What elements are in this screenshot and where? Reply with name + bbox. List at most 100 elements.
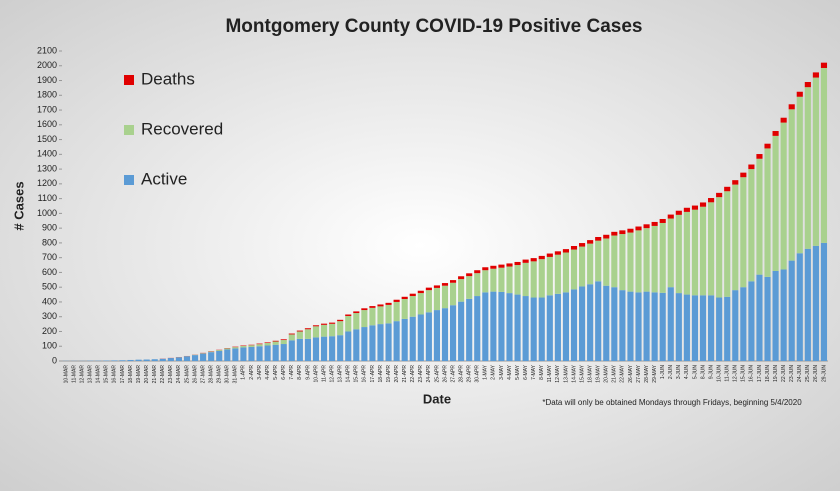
y-tick-label: 2000 xyxy=(37,60,57,70)
bar-segment xyxy=(611,232,617,236)
x-tick-label: 8-JUN xyxy=(700,365,706,380)
bar-segment xyxy=(619,290,625,361)
bar-segment xyxy=(531,258,537,261)
bar-segment xyxy=(571,246,577,250)
y-tick-label: 1100 xyxy=(38,193,57,203)
bar-segment xyxy=(700,202,706,206)
bar-segment xyxy=(361,327,367,361)
bar-segment xyxy=(821,63,827,68)
bar-segment xyxy=(684,208,690,212)
bar-segment xyxy=(805,87,811,249)
bar-segment xyxy=(273,341,279,342)
bar-segment xyxy=(410,296,416,317)
bar-segment xyxy=(208,352,214,353)
bar-segment xyxy=(813,246,819,361)
bar-segment xyxy=(563,249,569,252)
bar-segment xyxy=(595,237,601,241)
bar-segment xyxy=(805,249,811,361)
bar-segment xyxy=(119,360,125,361)
bar-segment xyxy=(716,298,722,361)
bar-segment xyxy=(168,358,174,361)
y-tick-label: 400 xyxy=(42,296,57,306)
x-tick-label: 29-MAR xyxy=(217,365,223,384)
x-tick-label: 3-APR xyxy=(257,365,263,380)
bar-segment xyxy=(281,344,287,361)
x-tick-label: 17-APR xyxy=(370,365,376,383)
bar-segment xyxy=(547,295,553,361)
bar-segment xyxy=(587,240,593,244)
x-tick-label: 14-MAR xyxy=(96,365,102,384)
x-tick-label: 26-MAR xyxy=(192,365,198,384)
bar-segment xyxy=(619,230,625,234)
x-tick-label: 4-APR xyxy=(265,365,271,380)
bar-segment xyxy=(313,337,319,361)
bar-segment xyxy=(466,299,472,361)
bar-segment xyxy=(297,331,303,332)
x-tick-label: 28-MAR xyxy=(208,365,214,384)
bar-segment xyxy=(353,311,359,313)
bar-segment xyxy=(660,223,666,293)
bar-segment xyxy=(385,323,391,361)
y-tick-label: 1400 xyxy=(37,149,57,159)
x-tick-label: 13-APR xyxy=(338,365,344,383)
bar-segment xyxy=(708,198,714,202)
bar-segment xyxy=(305,339,311,361)
bar-segment xyxy=(224,349,230,361)
bar-segment xyxy=(337,320,343,321)
bar-segment xyxy=(426,312,432,361)
legend-swatch xyxy=(124,175,134,185)
y-tick-label: 300 xyxy=(42,311,57,321)
x-tick-label: 13-MAY xyxy=(563,364,569,382)
bar-segment xyxy=(579,286,585,361)
bar-segment xyxy=(184,356,190,361)
x-tick-label: 30-APR xyxy=(475,365,481,383)
x-tick-label: 18-MAR xyxy=(128,365,134,384)
bar-segment xyxy=(523,263,529,296)
bar-segment xyxy=(361,308,367,310)
x-tick-label: 1-JUN xyxy=(660,365,666,380)
y-tick-label: 200 xyxy=(42,326,57,336)
x-tick-label: 10-JUN xyxy=(716,365,722,382)
bar-segment xyxy=(498,292,504,361)
bar-segment xyxy=(724,191,730,297)
bar-segment xyxy=(289,334,295,340)
x-tick-label: 27-MAY xyxy=(636,364,642,382)
bar-segment xyxy=(756,275,762,361)
y-tick-label: 2100 xyxy=(37,45,57,55)
chart-title: Montgomery County COVID-19 Positive Case… xyxy=(225,16,642,37)
x-tick-label: 18-JUN xyxy=(765,365,771,382)
bar-segment xyxy=(152,359,158,361)
y-tick-label: 500 xyxy=(42,282,57,292)
x-tick-label: 12-JUN xyxy=(733,365,739,382)
bar-segment xyxy=(571,250,577,290)
bar-segment xyxy=(603,286,609,361)
bar-segment xyxy=(353,313,359,329)
y-tick-label: 700 xyxy=(42,252,57,262)
bar-segment xyxy=(523,260,529,263)
bar-segment xyxy=(240,346,246,347)
bar-segment xyxy=(450,283,456,305)
bar-segment xyxy=(402,297,408,299)
x-tick-label: 22-APR xyxy=(410,365,416,383)
bar-segment xyxy=(773,136,779,271)
bar-segment xyxy=(668,219,674,288)
x-tick-label: 25-MAR xyxy=(184,365,190,384)
bar-segment xyxy=(506,263,512,266)
bar-segment xyxy=(539,298,545,361)
x-tick-label: 24-JUN xyxy=(797,365,803,382)
bar-segment xyxy=(773,131,779,136)
x-tick-label: 18-APR xyxy=(378,365,384,383)
y-tick-label: 1300 xyxy=(37,163,57,173)
x-tick-label: 2-JUN xyxy=(668,365,674,380)
annotation: *Data will only be obtained Mondays thro… xyxy=(542,398,802,407)
bar-segment xyxy=(426,288,432,291)
bar-segment xyxy=(434,285,440,288)
bar-segment xyxy=(797,253,803,361)
bar-segment xyxy=(394,300,400,302)
bar-segment xyxy=(547,257,553,295)
x-tick-label: 30-MAR xyxy=(225,365,231,384)
x-tick-label: 8-APR xyxy=(297,365,303,380)
bar-segment xyxy=(773,271,779,361)
bar-segment xyxy=(482,292,488,361)
bar-segment xyxy=(353,329,359,361)
